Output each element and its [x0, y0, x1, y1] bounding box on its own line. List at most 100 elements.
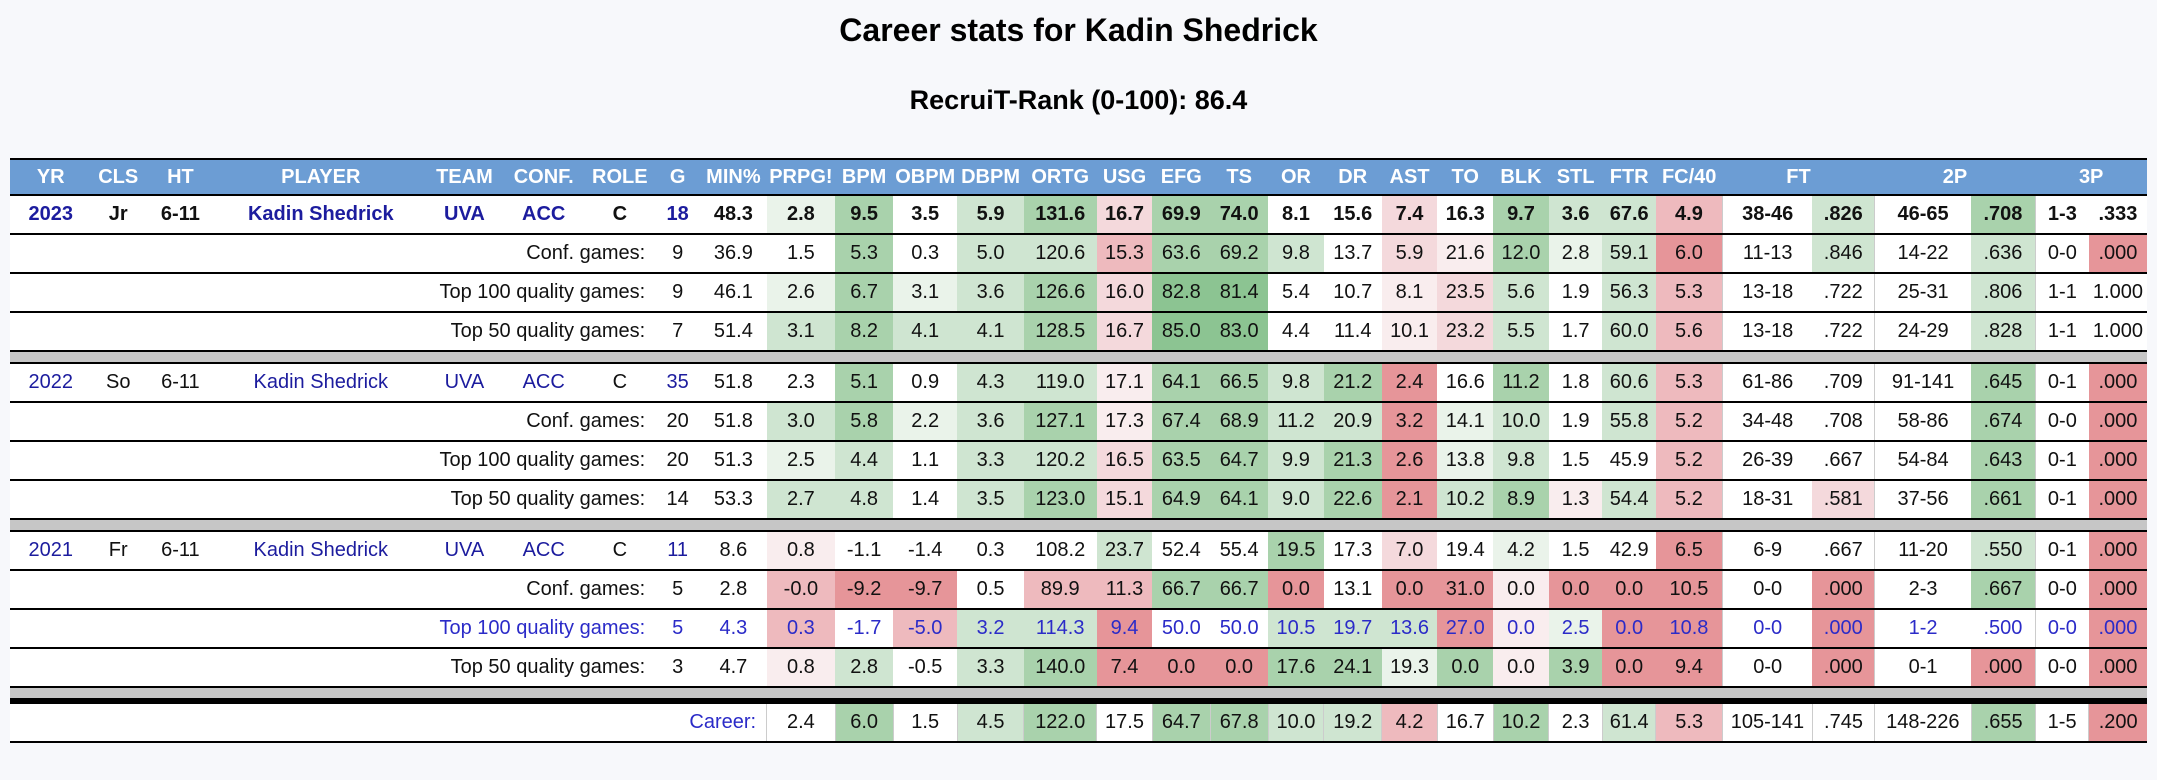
career-row: Career: 2.4 6.0 1.5 4.5 122.0 17.5 64.7 67.8 10.0…: [10, 701, 2147, 743]
stat-cell-bpm: 6.7: [835, 273, 894, 313]
team-link[interactable]: UVA: [425, 363, 503, 403]
stat-cell-ft: 18-31: [1721, 480, 1813, 520]
stat-cell-ftr: 59.1: [1602, 234, 1656, 274]
games-link[interactable]: 35: [655, 363, 701, 403]
stat-cell-usg: 11.3: [1096, 570, 1153, 610]
filter-row-label[interactable]: Top 100 quality games:: [10, 273, 656, 313]
games-cell: 14: [655, 480, 701, 520]
stat-cell-efg: 52.4: [1152, 531, 1211, 571]
stat-cell-dbpm: 0.3: [957, 531, 1024, 571]
stat-cell-to: 31.0: [1437, 570, 1494, 610]
stat-cell-obpm: -0.5: [893, 648, 958, 688]
separator-bar: [10, 687, 2147, 704]
filter-row-label[interactable]: Conf. games:: [10, 402, 656, 442]
stat-cell-ftr: 61.4: [1601, 701, 1656, 743]
filter-row-label[interactable]: Top 100 quality games:: [10, 441, 656, 481]
stat-cell-ts: 69.2: [1210, 234, 1269, 274]
column-header-team: TEAM: [425, 158, 503, 196]
career-label[interactable]: Career:: [10, 701, 767, 743]
stat-cell-bpm: -1.7: [835, 609, 894, 649]
stat-cell-to: 14.1: [1437, 402, 1494, 442]
conference-link[interactable]: ACC: [502, 195, 585, 235]
stat-cell-usg: 15.1: [1096, 480, 1153, 520]
stat-cell-stl: 1.5: [1548, 531, 1603, 571]
column-header-efg: EFG: [1152, 158, 1211, 196]
filter-row: Conf. games: 5 2.8 -0.0 -9.2 -9.7 0.5 89.9 11.3 6…: [10, 570, 2147, 610]
stat-cell-usg: 17.5: [1096, 701, 1153, 743]
stat-cell-ft: 13-18: [1721, 312, 1813, 352]
stat-cell-ft-: .000: [1812, 648, 1875, 688]
games-cell: 9: [655, 273, 701, 313]
stat-cell-dbpm: 3.6: [957, 402, 1024, 442]
stat-cell-ast: 2.1: [1381, 480, 1438, 520]
stat-cell-efg: 63.6: [1152, 234, 1211, 274]
filter-row-label[interactable]: Top 50 quality games:: [10, 480, 656, 520]
stat-cell-ft-: .722: [1812, 312, 1875, 352]
stat-cell-min-pct: 46.1: [700, 273, 767, 313]
stat-cell-3p-: .000: [2088, 363, 2147, 403]
year-link[interactable]: 2021: [10, 531, 92, 571]
games-link[interactable]: 18: [655, 195, 701, 235]
stat-cell-3p-: .000: [2088, 480, 2147, 520]
stat-cell-efg: 63.5: [1152, 441, 1211, 481]
stat-cell-ft-: .667: [1812, 531, 1875, 571]
stat-cell-min-pct: 2.8: [700, 570, 767, 610]
stat-cell-prpg-: -0.0: [766, 570, 836, 610]
stat-cell-3p: 1-1: [2034, 312, 2089, 352]
team-link[interactable]: UVA: [425, 531, 503, 571]
stat-cell-3p: 0-0: [2034, 570, 2089, 610]
filter-row-label[interactable]: Top 50 quality games:: [10, 312, 656, 352]
stat-cell-ast: 8.1: [1381, 273, 1438, 313]
stat-cell-dbpm: 3.2: [957, 609, 1024, 649]
stat-cell-usg: 17.1: [1096, 363, 1153, 403]
stat-cell-ts: 66.7: [1210, 570, 1269, 610]
conference-link[interactable]: ACC: [502, 531, 585, 571]
stat-cell-ts: 68.9: [1210, 402, 1269, 442]
stat-cell-or: 10.0: [1267, 701, 1324, 743]
stat-cell-blk: 9.7: [1493, 195, 1549, 235]
stat-cell-obpm: 2.2: [893, 402, 958, 442]
player-link[interactable]: Kadin Shedrick: [215, 363, 426, 403]
year-link[interactable]: 2022: [10, 363, 92, 403]
stat-cell-to: 16.7: [1436, 701, 1494, 743]
column-header-prpg-: PRPG!: [766, 158, 836, 196]
stat-cell-dr: 17.3: [1323, 531, 1382, 571]
height-cell: 6-11: [145, 195, 216, 235]
games-cell: 5: [655, 570, 701, 610]
stat-cell-ortg: 89.9: [1023, 570, 1097, 610]
stat-cell-fc-40: 5.2: [1655, 402, 1723, 442]
stat-cell-obpm: -5.0: [893, 609, 958, 649]
stat-cell-2p-: .674: [1971, 402, 2036, 442]
filter-row-label[interactable]: Top 50 quality games:: [10, 648, 656, 688]
stat-cell-to: 19.4: [1437, 531, 1494, 571]
filter-row-label[interactable]: Conf. games:: [10, 570, 656, 610]
stat-cell-ft-: .708: [1812, 402, 1875, 442]
column-header-conf-: CONF.: [502, 158, 585, 196]
stat-cell-blk: 12.0: [1493, 234, 1549, 274]
stat-cell-3p: 0-0: [2034, 234, 2089, 274]
filter-row-label[interactable]: Conf. games:: [10, 234, 656, 274]
column-header-obpm: OBPM: [893, 158, 958, 196]
year-link[interactable]: 2023: [10, 195, 92, 235]
stat-cell-dbpm: 4.1: [957, 312, 1024, 352]
games-link[interactable]: 11: [655, 531, 701, 571]
stat-cell-2p: 54-84: [1874, 441, 1972, 481]
stats-table-header: YR CLS HT PLAYER TEAM CONF. ROLE G MIN% PRPG! BPM O…: [10, 158, 2147, 196]
stat-cell-3p-: 1.000: [2088, 312, 2147, 352]
stat-cell-stl: 1.9: [1548, 273, 1603, 313]
column-header-ts: TS: [1210, 158, 1269, 196]
column-header-ast: AST: [1381, 158, 1438, 196]
filter-row-label[interactable]: Top 100 quality games:: [10, 609, 656, 649]
player-link[interactable]: Kadin Shedrick: [215, 195, 426, 235]
stat-cell-3p: 0-1: [2034, 480, 2089, 520]
stat-cell-min-pct: 53.3: [700, 480, 767, 520]
stat-cell-fc-40: 6.0: [1655, 234, 1723, 274]
stat-cell-2p-: .643: [1971, 441, 2036, 481]
column-header-dr: DR: [1323, 158, 1382, 196]
stat-cell-dbpm: 3.5: [957, 480, 1024, 520]
team-link[interactable]: UVA: [425, 195, 503, 235]
stat-cell-usg: 23.7: [1096, 531, 1153, 571]
conference-link[interactable]: ACC: [502, 363, 585, 403]
player-link[interactable]: Kadin Shedrick: [215, 531, 426, 571]
stat-cell-3p: 0-0: [2034, 402, 2089, 442]
